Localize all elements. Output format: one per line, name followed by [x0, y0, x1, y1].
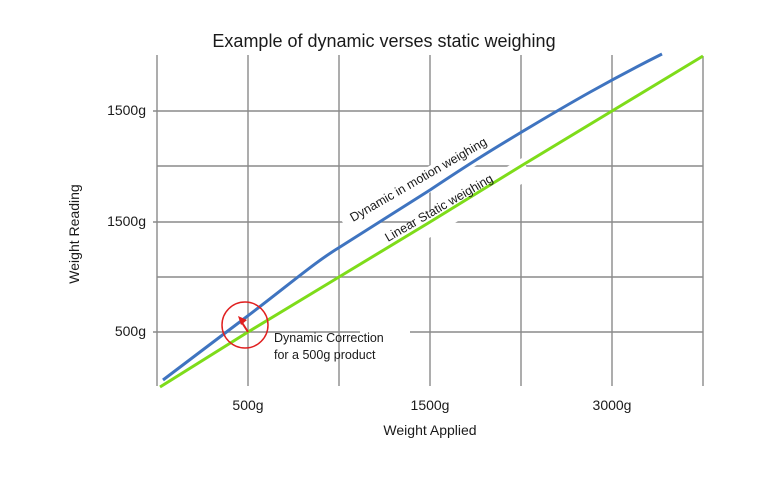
arrow-head-icon	[238, 316, 247, 325]
y-tick-label: 1500g	[107, 102, 146, 118]
x-tick-label: 3000g	[592, 397, 632, 413]
correction-highlight	[221, 301, 269, 349]
x-axis-label: Weight Applied	[383, 422, 477, 438]
dynamic-weighing-line	[162, 52, 663, 382]
highlight-circle	[221, 301, 269, 349]
y-tick-label: 500g	[114, 323, 146, 339]
annotation-line-2: for a 500g product	[274, 348, 376, 362]
y-tick-label: 1500g	[107, 213, 146, 229]
x-tick-label: 500g	[232, 397, 264, 413]
label-backgrounds	[340, 120, 532, 262]
annotation-line-1: Dynamic Correction	[274, 331, 384, 345]
y-axis-label: Weight Reading	[66, 184, 82, 284]
chart-title: Example of dynamic verses static weighin…	[212, 31, 556, 51]
x-tick-label: 1500g	[410, 397, 450, 413]
correction-annotation: Dynamic Correction for a 500g product	[274, 330, 384, 364]
